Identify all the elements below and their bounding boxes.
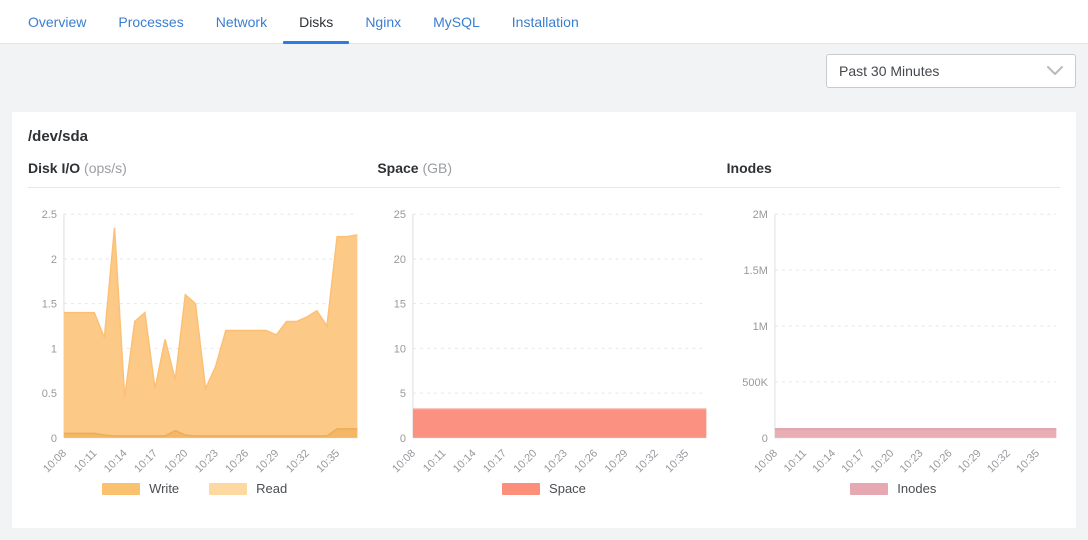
svg-text:2: 2 bbox=[51, 254, 57, 266]
svg-text:10:32: 10:32 bbox=[284, 447, 312, 475]
svg-text:10:29: 10:29 bbox=[254, 447, 282, 475]
svg-text:10:29: 10:29 bbox=[603, 447, 631, 475]
legends-row: Write Read Space Inodes bbox=[28, 480, 1060, 496]
svg-text:10:17: 10:17 bbox=[839, 447, 867, 475]
chart-title-disk-io: Disk I/O (ops/s) bbox=[28, 160, 127, 176]
svg-text:10:20: 10:20 bbox=[163, 447, 191, 475]
legend-space: Space bbox=[377, 481, 710, 496]
svg-text:10:26: 10:26 bbox=[223, 447, 251, 475]
svg-text:10:20: 10:20 bbox=[868, 447, 896, 475]
legend-label: Read bbox=[256, 481, 288, 496]
legend-item-space[interactable]: Space bbox=[502, 481, 586, 496]
legend-disk-io: Write Read bbox=[28, 481, 361, 496]
svg-text:10:11: 10:11 bbox=[421, 447, 448, 474]
svg-text:0: 0 bbox=[51, 433, 57, 445]
charts-row: 0 0.5 1 1.5 2 2.5 10:08 10:11 10:14 10:17 10:20 10:… bbox=[28, 188, 1060, 480]
disk-panel: /dev/sda Disk I/O (ops/s) Space (GB) Ino… bbox=[12, 112, 1076, 528]
svg-text:10:17: 10:17 bbox=[132, 447, 160, 475]
top-tab-bar: Overview Processes Network Disks Nginx MySQL I… bbox=[0, 0, 1088, 44]
svg-text:10:14: 10:14 bbox=[810, 447, 838, 475]
svg-text:2.5: 2.5 bbox=[42, 209, 57, 221]
chart-inodes: 0 500K 1M 1.5M 2M 10:08 10:11 10:14 10:17 10:20 10… bbox=[727, 188, 1060, 480]
chevron-down-icon bbox=[1047, 66, 1063, 76]
tab-nginx[interactable]: Nginx bbox=[365, 13, 402, 30]
svg-text:25: 25 bbox=[394, 209, 406, 221]
svg-text:10:35: 10:35 bbox=[314, 447, 342, 475]
chart-canvas: 00.511.522.510:08 10:11 10:14 10:17 10:20 10:… bbox=[41, 209, 358, 475]
time-range-select[interactable]: Past 30 Minutes bbox=[826, 54, 1076, 88]
svg-text:10:35: 10:35 bbox=[664, 447, 692, 475]
legend-swatch bbox=[502, 482, 541, 495]
svg-text:10:20: 10:20 bbox=[512, 447, 540, 475]
tab-processes[interactable]: Processes bbox=[118, 13, 184, 30]
legend-swatch bbox=[102, 482, 141, 495]
svg-text:10:23: 10:23 bbox=[193, 447, 221, 475]
chart-title-inodes: Inodes bbox=[726, 160, 772, 176]
svg-text:10:29: 10:29 bbox=[956, 447, 984, 475]
svg-text:0.5: 0.5 bbox=[42, 388, 57, 400]
svg-text:10:08: 10:08 bbox=[390, 447, 418, 475]
svg-text:10:14: 10:14 bbox=[451, 447, 479, 475]
legend-label: Write bbox=[149, 481, 180, 496]
legend-label: Space bbox=[549, 481, 586, 496]
legend-item-inodes[interactable]: Inodes bbox=[850, 481, 936, 496]
svg-text:0: 0 bbox=[761, 433, 767, 445]
legend-swatch bbox=[209, 482, 248, 495]
svg-text:10:32: 10:32 bbox=[633, 447, 661, 475]
svg-text:10:08: 10:08 bbox=[752, 447, 780, 475]
svg-text:2M: 2M bbox=[752, 209, 767, 221]
svg-text:15: 15 bbox=[394, 299, 406, 311]
legend-inodes: Inodes bbox=[727, 481, 1060, 496]
tab-disks[interactable]: Disks bbox=[283, 0, 350, 44]
legend-item-write[interactable]: Write bbox=[102, 481, 179, 496]
chart-titles-row: Disk I/O (ops/s) Space (GB) Inodes bbox=[28, 145, 1060, 188]
svg-text:1.5: 1.5 bbox=[42, 299, 57, 311]
svg-text:10:32: 10:32 bbox=[985, 447, 1013, 475]
svg-text:10:08: 10:08 bbox=[41, 447, 69, 475]
tab-network[interactable]: Network bbox=[215, 13, 268, 30]
svg-text:20: 20 bbox=[394, 254, 406, 266]
device-title: /dev/sda bbox=[28, 128, 89, 145]
svg-text:10:11: 10:11 bbox=[72, 447, 99, 474]
svg-text:0: 0 bbox=[400, 433, 406, 445]
chart-canvas: 0 5 10 15 20 25 10:08 10:11 10:14 10:17 10:20 10:23… bbox=[390, 209, 707, 475]
svg-text:10:23: 10:23 bbox=[542, 447, 570, 475]
svg-text:10:14: 10:14 bbox=[102, 447, 130, 475]
chart-disk-io: 0 0.5 1 1.5 2 2.5 10:08 10:11 10:14 10:17 10:20 10:… bbox=[28, 188, 361, 480]
tab-installation[interactable]: Installation bbox=[511, 13, 579, 30]
chart-title-space: Space (GB) bbox=[377, 160, 453, 176]
svg-text:5: 5 bbox=[400, 388, 406, 400]
tab-overview[interactable]: Overview bbox=[28, 13, 87, 30]
legend-item-read[interactable]: Read bbox=[209, 481, 287, 496]
legend-label: Inodes bbox=[897, 481, 937, 496]
svg-text:1M: 1M bbox=[752, 321, 767, 333]
toolbar: Past 30 Minutes bbox=[0, 44, 1088, 112]
chart-space: 0 5 10 15 20 25 10:08 10:11 10:14 10:17 10:20 10:23… bbox=[377, 188, 710, 480]
time-range-value: Past 30 Minutes bbox=[839, 63, 940, 79]
svg-text:10:26: 10:26 bbox=[926, 447, 954, 475]
svg-text:1: 1 bbox=[51, 343, 57, 355]
svg-text:10:35: 10:35 bbox=[1014, 447, 1042, 475]
svg-text:10:26: 10:26 bbox=[573, 447, 601, 475]
legend-swatch bbox=[850, 482, 889, 495]
svg-text:10:11: 10:11 bbox=[781, 447, 808, 474]
svg-text:1.5M: 1.5M bbox=[743, 265, 767, 277]
svg-text:10:23: 10:23 bbox=[897, 447, 925, 475]
svg-text:10:17: 10:17 bbox=[482, 447, 510, 475]
svg-text:10: 10 bbox=[394, 343, 406, 355]
tab-mysql[interactable]: MySQL bbox=[433, 13, 480, 30]
svg-text:500K: 500K bbox=[742, 377, 768, 389]
